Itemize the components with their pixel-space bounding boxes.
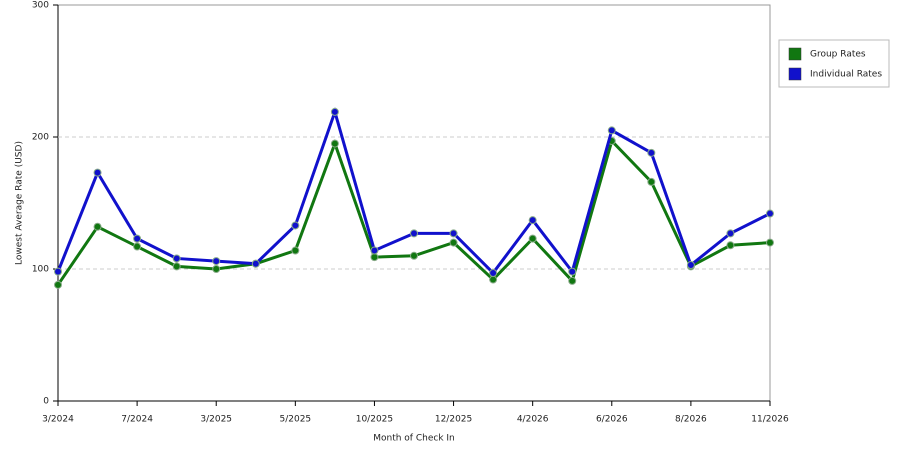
x-tick-label: 12/2025 [435, 415, 472, 425]
y-tick-label: 0 [43, 397, 49, 407]
x-tick-label: 3/2025 [200, 415, 232, 425]
x-tick-label: 6/2026 [596, 415, 628, 425]
x-tick-label: 3/2024 [42, 415, 74, 425]
series-line [56, 106, 771, 276]
point [133, 234, 142, 243]
legend-swatch [788, 47, 802, 61]
x-tick-label: 11/2026 [751, 415, 789, 425]
x-tick-label: 8/2026 [675, 415, 707, 425]
point [410, 229, 418, 238]
point [489, 275, 498, 284]
point [172, 254, 181, 263]
x-tick-label: 5/2025 [279, 415, 311, 425]
point [647, 177, 656, 186]
point [54, 280, 62, 289]
point [449, 238, 458, 247]
point [93, 222, 102, 231]
x-tick-label: 10/2025 [356, 415, 393, 425]
point [528, 216, 537, 225]
y-axis-label: Lowest Average Rate (USD) [15, 141, 25, 265]
point [212, 257, 221, 266]
point [330, 139, 339, 148]
legend-swatch [788, 67, 802, 81]
y-tick-label: 200 [32, 133, 49, 143]
point [93, 168, 102, 177]
series-line [56, 138, 771, 286]
point [291, 246, 300, 255]
point [607, 126, 616, 135]
point [568, 267, 577, 276]
point [647, 148, 656, 157]
point [291, 221, 300, 230]
legend-label: Group Rates [810, 50, 866, 60]
point [212, 265, 221, 273]
point [54, 267, 62, 276]
point [370, 253, 379, 262]
point [726, 241, 735, 250]
x-tick-label: 7/2024 [121, 415, 153, 425]
point [686, 261, 695, 270]
point [370, 246, 379, 255]
point [568, 276, 577, 285]
point [172, 262, 181, 271]
y-tick-label: 100 [32, 265, 49, 275]
point [766, 209, 774, 218]
point [330, 107, 339, 116]
point [133, 242, 142, 251]
y-tick-label: 300 [32, 1, 49, 11]
x-tick-label: 4/2026 [517, 415, 549, 425]
point [251, 259, 260, 268]
plot-frame [57, 4, 771, 402]
point [726, 229, 735, 238]
legend-label: Individual Rates [810, 70, 882, 80]
point [528, 234, 537, 243]
point [410, 251, 418, 260]
point [489, 268, 498, 277]
point [449, 229, 458, 238]
point [766, 238, 774, 247]
x-axis-label: Month of Check In [373, 434, 455, 444]
